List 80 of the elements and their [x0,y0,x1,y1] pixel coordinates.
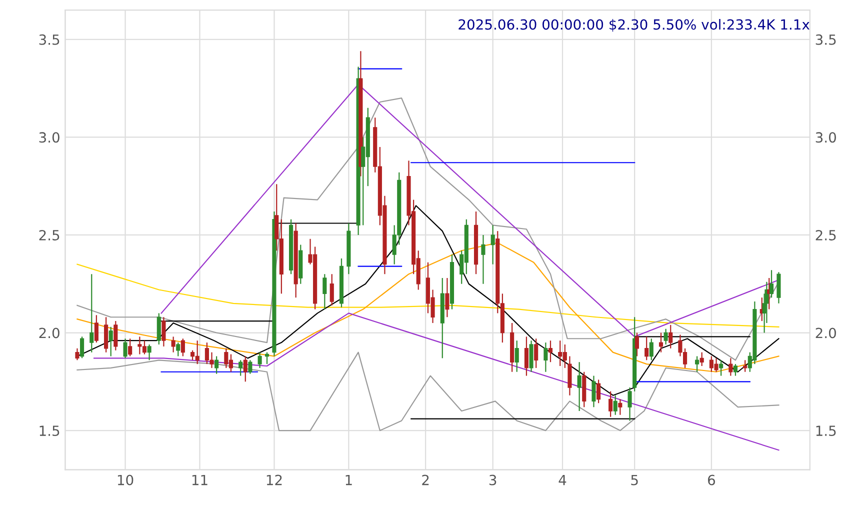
y2-tick-label: 1.5 [816,426,836,436]
y-tick-label: 3.0 [39,132,60,143]
candlestick [171,336,176,353]
y-tick-label: 1.5 [40,426,60,436]
candlestick [248,360,252,374]
y-tick-label: 3.5 [39,34,60,45]
line-series [76,205,780,396]
candlestick [238,360,243,376]
y-tick-label: 2.5 [39,230,60,240]
candlestick [733,363,738,376]
candlestick [628,386,632,422]
candlestick [596,379,601,404]
candlestick [243,356,248,382]
candlestick [644,336,649,361]
x-tick-label: 1 [346,474,352,486]
candlestick [577,362,582,412]
y2-tick-label: 2.0 [816,328,836,338]
candlestick [568,356,572,396]
x-tick-label: 2 [422,474,429,486]
y2-tick-label: 3.0 [816,132,836,143]
x-tick-label: 10 [118,474,134,486]
candlestick [728,358,733,376]
line-series [76,98,780,361]
candlestick [90,274,94,353]
candlestick [613,394,618,416]
candlestick [108,326,113,357]
candlestick [524,336,528,376]
text: 2025.06.30 00:00:00 $2.30 5.50% vol:233.4K 1.1x [458,18,810,32]
candlestick [180,338,185,357]
line-series [76,352,780,432]
candlestick [258,352,262,369]
candlestick [514,340,519,372]
x-tick-label: 4 [558,474,566,486]
candlestick [769,270,774,298]
candlestick [743,360,748,372]
candlestick [264,352,270,365]
candlestick [776,272,781,304]
candlestick [700,352,704,367]
candlestick [608,390,613,418]
candlestick [156,312,161,346]
candlestick [649,338,654,361]
candlestick [534,338,538,369]
candlestick [104,316,108,353]
candlestick [147,344,152,361]
candlestick [634,332,640,357]
x-tick-label: 5 [631,474,638,486]
x-tick-label: 3 [489,474,496,486]
candlestick [548,340,553,363]
candlestick [719,360,724,376]
y-tick-label: 2.0 [39,328,60,338]
candlestick [668,324,673,349]
y2-tick-label: 3.5 [816,34,836,45]
candlestick [529,340,534,372]
candlestick [618,398,622,416]
candlestick [664,328,668,346]
line-series [76,264,780,328]
candlestick [94,314,98,344]
candlestick [75,348,80,361]
line-series [76,242,780,372]
candlestick [176,342,180,357]
candlestick [123,338,128,359]
candlestick [592,375,596,408]
candlestick [114,320,118,351]
candlestick [658,332,664,353]
candlestick [695,356,700,372]
x-tick-label: 12 [266,474,282,486]
candlestick [481,234,486,284]
candlestick [322,274,327,310]
candlestick [445,277,450,318]
y2-tick-label: 2.5 [816,230,836,240]
line-series [93,312,780,451]
x-tick-label: 11 [192,474,208,486]
candlestick [490,224,495,265]
candlestick [214,356,219,374]
candlestick [544,342,548,372]
x-tick-label: 6 [708,474,715,486]
candlestick [128,338,132,357]
candlestick [80,336,84,359]
candlestick [162,316,166,348]
candlestick [330,274,334,306]
